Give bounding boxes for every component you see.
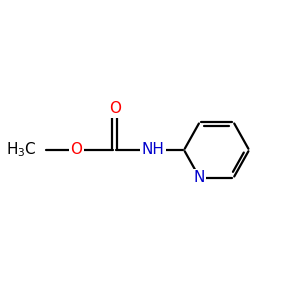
Text: NH: NH [142,142,164,158]
Text: N: N [194,170,205,185]
Text: O: O [70,142,83,158]
Text: H$_3$C: H$_3$C [6,141,37,159]
Text: O: O [109,101,121,116]
